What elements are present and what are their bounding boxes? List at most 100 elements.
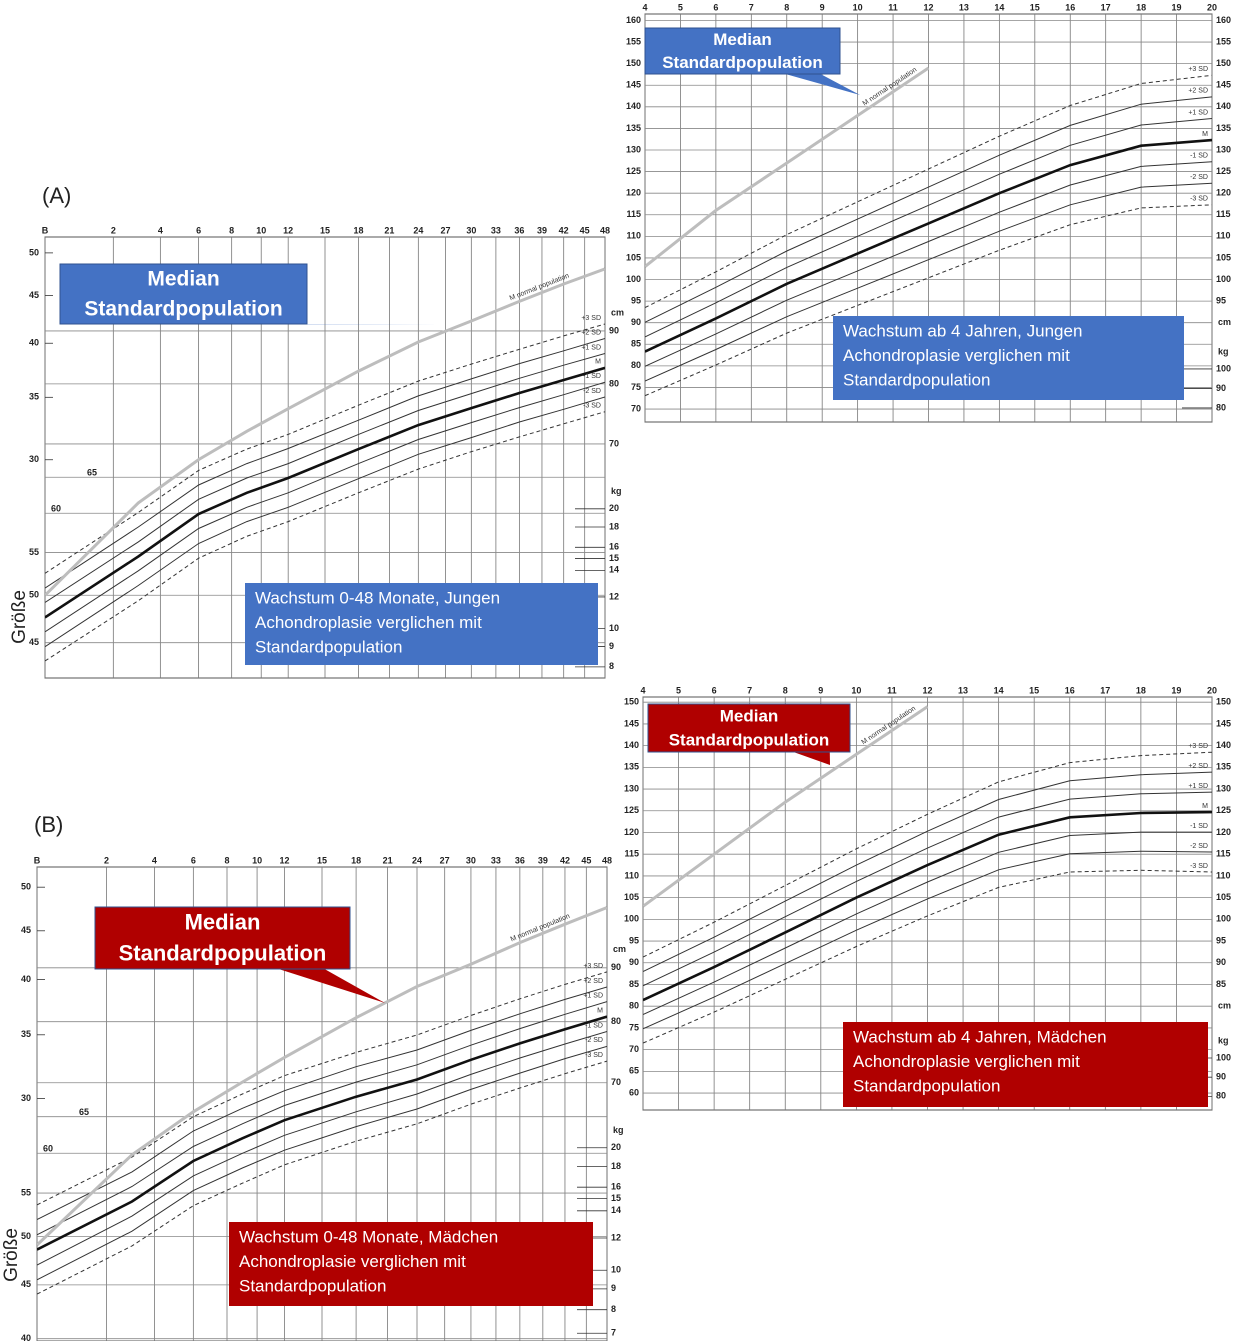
series-line xyxy=(45,353,605,603)
y2-tick-label: 90 xyxy=(1216,383,1226,393)
x-tick-label: 45 xyxy=(580,225,590,235)
series-label: +2 SD xyxy=(1188,763,1208,770)
x-tick-label: 13 xyxy=(959,2,969,12)
x-tick-label: 10 xyxy=(853,2,863,12)
y-tick-label: 150 xyxy=(1216,58,1231,68)
y-tick-label: 85 xyxy=(629,979,639,989)
y2-tick-label: 8 xyxy=(611,1304,616,1314)
y3-tick-label: 45 xyxy=(29,290,39,300)
y-tick-label: 80 xyxy=(611,1016,621,1026)
series-label: -3 SD xyxy=(1190,196,1208,203)
y-tick-label: 135 xyxy=(624,762,639,772)
series-line xyxy=(643,810,1212,1002)
y-tick-label: 155 xyxy=(626,36,641,46)
y-tick-label: 55 xyxy=(21,1187,31,1197)
description-text: Standardpopulation xyxy=(843,370,990,389)
series-line xyxy=(45,381,605,633)
y2-tick-label: 100 xyxy=(1216,1052,1231,1062)
series-label: M xyxy=(595,359,601,366)
y-tick-label: 120 xyxy=(1216,188,1231,198)
series-label: -2 SD xyxy=(1190,174,1208,181)
x-tick-label: 2 xyxy=(104,855,109,865)
series-label: +2 SD xyxy=(1188,88,1208,95)
x-tick-label: 10 xyxy=(252,855,262,865)
callout-text: Median xyxy=(147,268,219,291)
y-tick-label: 110 xyxy=(1216,870,1231,880)
y-tick-label: 70 xyxy=(611,1077,621,1087)
x-tick-label: 13 xyxy=(958,685,968,695)
series-label: +2 SD xyxy=(581,329,601,336)
series-label: -1 SD xyxy=(1190,153,1208,160)
x-tick-label: 4 xyxy=(152,855,157,865)
y-tick-label: 80 xyxy=(631,360,641,370)
x-tick-label: 42 xyxy=(559,225,569,235)
x-tick-label: 30 xyxy=(466,225,476,235)
y2-unit: kg xyxy=(611,486,622,496)
series-line xyxy=(645,74,1212,309)
y3-tick-label: 35 xyxy=(29,392,39,402)
description-text: Standardpopulation xyxy=(853,1076,1000,1095)
y-tick-label: 135 xyxy=(626,123,641,133)
y2-tick-label: 80 xyxy=(1216,402,1226,412)
x-tick-label: 7 xyxy=(749,2,754,12)
y-tick-label: 60 xyxy=(43,1144,53,1154)
x-tick-label: 8 xyxy=(784,2,789,12)
description-text: Standardpopulation xyxy=(255,637,402,656)
description-text: Wachstum ab 4 Jahren, Mädchen xyxy=(853,1027,1107,1046)
y-tick-label: 90 xyxy=(629,957,639,967)
y-tick-label: 80 xyxy=(629,1001,639,1011)
y-tick-label: 100 xyxy=(624,914,639,924)
y-tick-label: 105 xyxy=(624,892,639,902)
series-line xyxy=(643,869,1212,1044)
series-line xyxy=(37,1015,607,1251)
panel-label: (A) xyxy=(42,183,71,208)
y2-tick-label: 12 xyxy=(609,591,619,601)
y-tick-label: 140 xyxy=(624,740,639,750)
series-line xyxy=(37,1001,607,1236)
series-label: M xyxy=(597,1007,603,1014)
x-tick-label: 6 xyxy=(196,225,201,235)
x-tick-label: 24 xyxy=(413,225,423,235)
y-tick-label: 110 xyxy=(626,231,641,241)
series-line xyxy=(37,971,607,1206)
y-tick-label: 100 xyxy=(1216,914,1231,924)
x-tick-label: 5 xyxy=(678,2,683,12)
y2-tick-label: 8 xyxy=(609,661,614,671)
y-tick-label: 60 xyxy=(629,1087,639,1097)
y-unit: cm xyxy=(1218,317,1231,327)
series-line xyxy=(643,705,929,908)
x-tick-label: 2 xyxy=(111,225,116,235)
y-tick-label: 135 xyxy=(1216,762,1231,772)
y-tick-label: 100 xyxy=(626,274,641,284)
y-tick-label: 85 xyxy=(631,339,641,349)
series-label: +3 SD xyxy=(581,315,601,322)
series-line xyxy=(37,1031,607,1266)
y-tick-label: 110 xyxy=(1216,231,1231,241)
x-tick-label: 4 xyxy=(642,2,647,12)
y2-tick-label: 20 xyxy=(609,503,619,513)
callout-text: Standardpopulation xyxy=(84,298,282,321)
y-tick-label: 140 xyxy=(1216,740,1231,750)
series-label: -1 SD xyxy=(585,1022,603,1029)
x-tick-label: 36 xyxy=(515,855,525,865)
series-line xyxy=(643,751,1212,958)
x-tick-label: B xyxy=(42,225,49,235)
x-tick-label: 42 xyxy=(560,855,570,865)
y2-tick-label: 18 xyxy=(611,1161,621,1171)
y-tick-label: 125 xyxy=(1216,166,1231,176)
y2-tick-label: 16 xyxy=(611,1182,621,1192)
y-tick-label: 75 xyxy=(629,1022,639,1032)
series-line xyxy=(37,1060,607,1295)
y-tick-label: 135 xyxy=(1216,123,1231,133)
y2-tick-label: 14 xyxy=(609,565,619,575)
x-tick-label: 4 xyxy=(640,685,645,695)
series-label: -2 SD xyxy=(1190,843,1208,850)
description-text: Wachstum 0-48 Monate, Mädchen xyxy=(239,1227,498,1246)
description-text: Achondroplasie verglichen mit xyxy=(843,346,1070,365)
x-tick-label: 12 xyxy=(923,2,933,12)
x-tick-label: 8 xyxy=(224,855,229,865)
callout-text: Median xyxy=(713,30,772,49)
y-tick-label: 105 xyxy=(1216,892,1231,902)
y-tick-label: 145 xyxy=(1216,80,1231,90)
y2-unit: kg xyxy=(1218,346,1229,356)
